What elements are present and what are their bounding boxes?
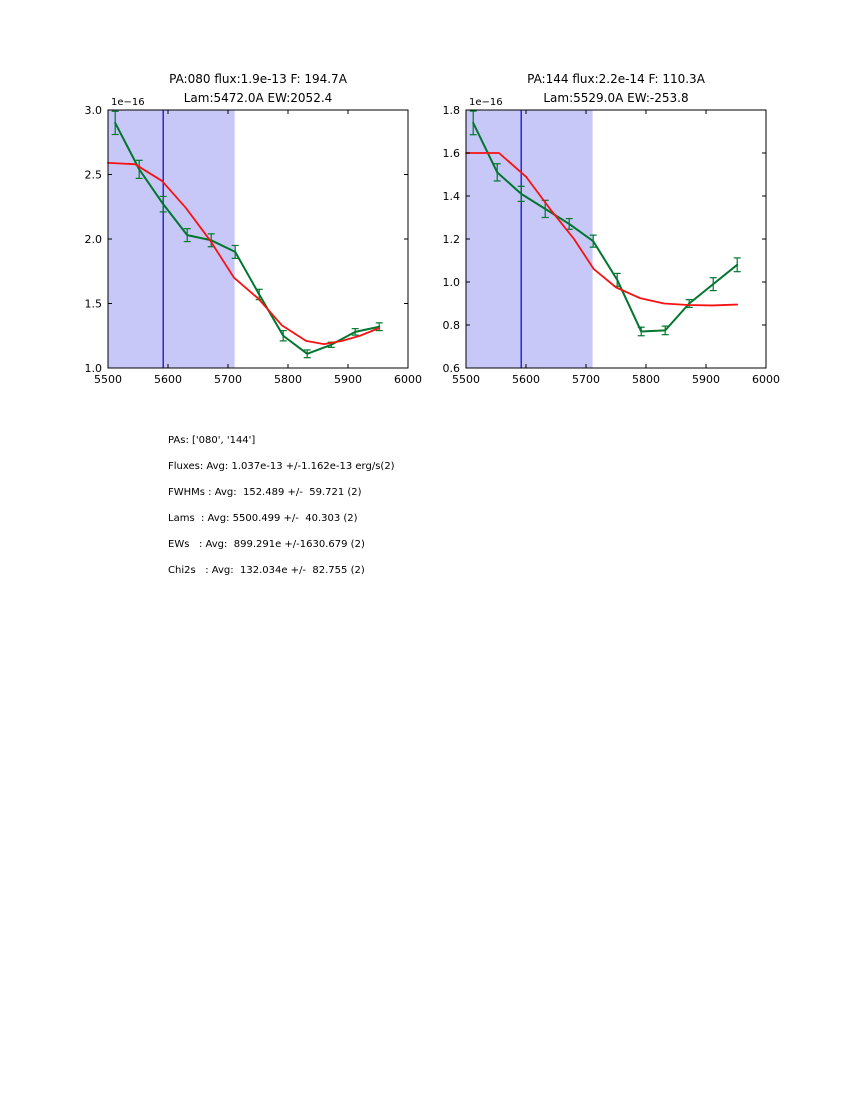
chart-pa080-plot: 5500 5600 5700 5800 5900 6000 1.0 1.5 2.0 2.5 3.0 — [85, 106, 423, 386]
chart-pa080-title-line2: Lam:5472.0A EW:2052.4 — [183, 91, 333, 105]
y-tick-label: 1.4 — [443, 190, 461, 203]
x-tick-label: 5500 — [452, 373, 480, 386]
tick-labels: 5500 5600 5700 5800 5900 6000 1.0 1.5 2.0 2.5 3.0 — [85, 106, 423, 386]
x-tick-label: 5600 — [154, 373, 182, 386]
spectrum-data-error-bars — [111, 110, 383, 359]
x-tick-label: 5700 — [214, 373, 242, 386]
x-tick-label: 5800 — [274, 373, 302, 386]
y-tick-label: 1.2 — [443, 233, 461, 246]
y-tick-label: 1.8 — [443, 106, 461, 117]
chart-pa144-title: PA:144 flux:2.2e-14 F: 110.3A Lam:5529.0… — [466, 70, 766, 108]
x-tick-label: 5700 — [572, 373, 600, 386]
x-tick-label: 5800 — [632, 373, 660, 386]
chart-pa144-y-offset-label: 1e−16 — [469, 97, 503, 108]
y-tick-label: 1.0 — [85, 362, 103, 375]
x-tick-label: 5600 — [512, 373, 540, 386]
axes-frame — [107, 109, 409, 369]
stats-line-ews: EWs : Avg: 899.291e +/-1630.679 (2) — [168, 539, 365, 550]
stats-line-fwhms: FWHMs : Avg: 152.489 +/- 59.721 (2) — [168, 487, 362, 498]
chart-pa144-title-line1: PA:144 flux:2.2e-14 F: 110.3A — [527, 72, 705, 86]
x-tick-label: 6000 — [752, 373, 780, 386]
spectrum-data-line — [472, 121, 739, 333]
tick-labels: 5500 5600 5700 5800 5900 6000 0.6 0.8 1.0 1.2 1.4 1… — [443, 106, 781, 386]
y-tick-label: 1.5 — [85, 297, 103, 310]
chart-pa080: PA:080 flux:1.9e-13 F: 194.7A Lam:5472.0… — [68, 64, 428, 409]
y-tick-label: 1.6 — [443, 147, 461, 160]
y-tick-label: 2.5 — [85, 168, 103, 181]
y-tick-label: 1.0 — [443, 276, 461, 289]
model-fit-line — [107, 161, 381, 346]
highlight-band — [108, 110, 235, 368]
x-tick-label: 6000 — [394, 373, 422, 386]
stats-text-block: PAs: ['080', '144'] Fluxes: Avg: 1.037e-… — [168, 428, 395, 584]
stats-line-fluxes: Fluxes: Avg: 1.037e-13 +/-1.162e-13 erg/… — [168, 461, 395, 472]
chart-pa080-title-line1: PA:080 flux:1.9e-13 F: 194.7A — [169, 72, 347, 86]
y-tick-label: 0.8 — [443, 319, 461, 332]
chart-pa144-plot: 5500 5600 5700 5800 5900 6000 0.6 0.8 1.0 1.2 1.4 1… — [443, 106, 781, 386]
chart-pa080-title: PA:080 flux:1.9e-13 F: 194.7A Lam:5472.0… — [108, 70, 408, 108]
chart-pa080-y-offset-label: 1e−16 — [111, 97, 145, 108]
stats-line-pas: PAs: ['080', '144'] — [168, 435, 256, 446]
model-fit-line — [465, 152, 739, 307]
x-tick-label: 5900 — [334, 373, 362, 386]
y-tick-label: 2.0 — [85, 233, 103, 246]
stats-line-chi2s: Chi2s : Avg: 132.034e +/- 82.755 (2) — [168, 565, 365, 576]
stats-line-lams: Lams : Avg: 5500.499 +/- 40.303 (2) — [168, 513, 358, 524]
chart-pa144-title-line2: Lam:5529.0A EW:-253.8 — [543, 91, 689, 105]
axes-frame — [465, 109, 767, 369]
y-tick-label: 3.0 — [85, 106, 103, 117]
x-tick-label: 5900 — [692, 373, 720, 386]
y-tick-label: 0.6 — [443, 362, 461, 375]
x-tick-label: 5500 — [94, 373, 122, 386]
chart-pa144: PA:144 flux:2.2e-14 F: 110.3A Lam:5529.0… — [426, 64, 786, 409]
